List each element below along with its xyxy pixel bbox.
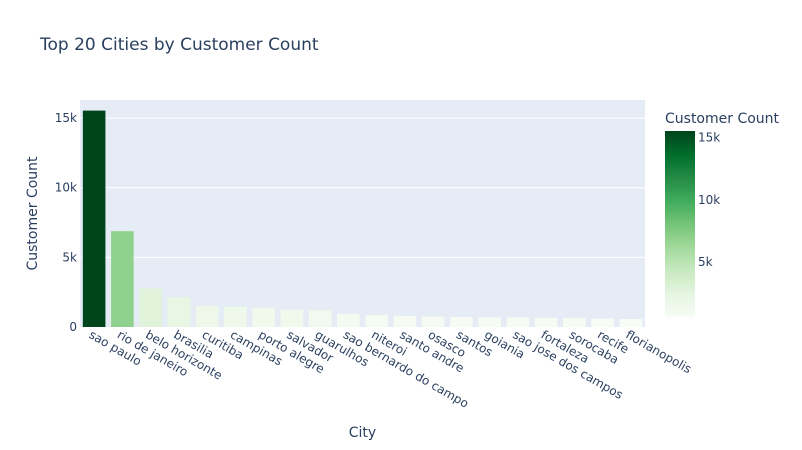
colorbar [665, 131, 695, 317]
y-tick-label: 0 [69, 320, 77, 334]
bars [82, 110, 643, 327]
bar [195, 305, 219, 327]
bar [478, 317, 501, 327]
y-tick-label: 10k [55, 181, 77, 195]
plot-area [80, 100, 645, 327]
y-axis-title: Customer Count [25, 156, 41, 271]
bar [308, 310, 332, 327]
bar [534, 317, 558, 327]
bar [563, 318, 586, 327]
bar [393, 315, 417, 327]
bar [139, 288, 162, 327]
y-tick-label: 5k [62, 250, 77, 264]
colorbar-tick-label: 15k [698, 131, 720, 145]
bar [450, 317, 473, 327]
bar [167, 297, 191, 327]
bar [506, 317, 530, 327]
bar [252, 307, 275, 327]
bar [365, 315, 388, 327]
colorbar-tick-label: 10k [698, 193, 720, 207]
bar [591, 318, 614, 327]
colorbar-tick-label: 5k [698, 255, 713, 269]
bar [224, 306, 247, 327]
x-axis-title: City [349, 425, 376, 441]
bar [280, 309, 304, 327]
bar [421, 316, 445, 327]
colorbar-ticks: 5k 10k 15k [698, 131, 720, 269]
y-tick-label: 15k [55, 111, 77, 125]
gridlines [80, 117, 645, 258]
bar [619, 319, 643, 327]
chart-title: Top 20 Cities by Customer Count [39, 35, 319, 55]
bar [82, 110, 106, 327]
bar [337, 313, 360, 327]
x-tick-label: florianopolis [623, 327, 694, 376]
y-axis-ticks: 0 5k 10k 15k [55, 111, 77, 334]
bar [111, 231, 134, 327]
colorbar-title: Customer Count [665, 111, 780, 127]
